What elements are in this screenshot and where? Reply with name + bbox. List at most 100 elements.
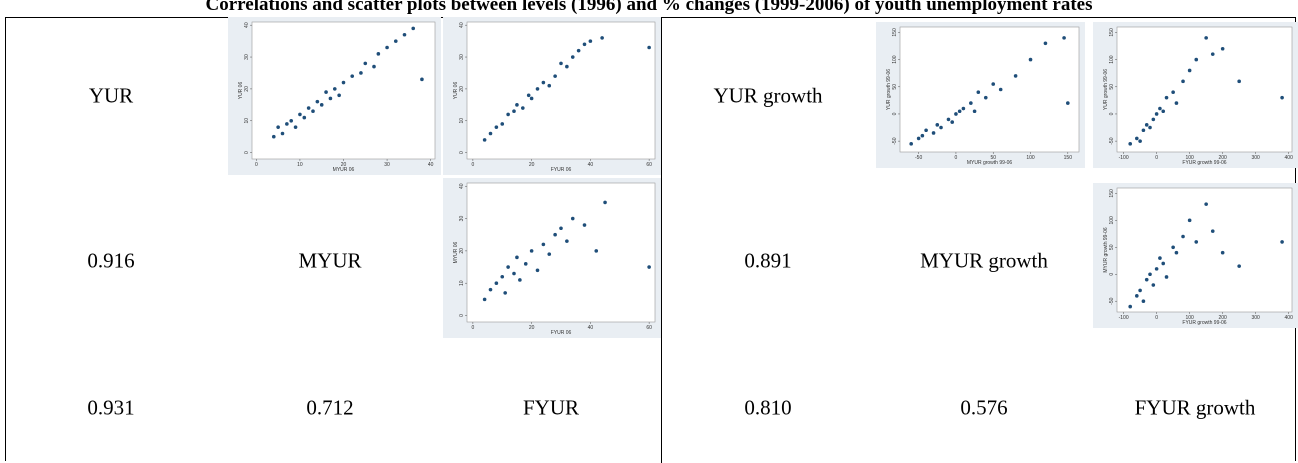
- scatter-point: [1062, 36, 1066, 40]
- scatter-point: [1148, 125, 1152, 130]
- scatter-point: [954, 112, 958, 116]
- scatter-point: [946, 117, 951, 122]
- x-tick-label: -50: [915, 155, 922, 161]
- scatter-point: [298, 112, 302, 117]
- scatter-point: [1280, 95, 1284, 100]
- scatter-point: [1154, 112, 1159, 116]
- scatter-point: [393, 39, 398, 43]
- scatter-point: [559, 226, 563, 231]
- scatter-point: [1161, 109, 1166, 114]
- scatter-point: [1194, 57, 1199, 62]
- scatter-point: [506, 112, 510, 117]
- y-tick-label: -50: [1109, 137, 1115, 144]
- y-tick-label: 0: [459, 314, 465, 317]
- x-tick-label: 20: [529, 162, 535, 168]
- y-axis-label: MYUR 06: [453, 241, 459, 263]
- scatter-point: [1220, 250, 1225, 255]
- scatter-point: [541, 242, 546, 247]
- scatter-plot: 0 20 40 60 0 10 20 30 40 FYUR 06 YUR 06: [443, 17, 661, 175]
- scatter-point: [570, 55, 575, 59]
- scatter-point: [1204, 36, 1208, 40]
- scatter-point: [376, 52, 381, 56]
- scatter-point: [1280, 240, 1284, 244]
- x-tick-label: 0: [471, 325, 474, 331]
- x-axis-label: MYUR growth 99-06: [967, 160, 1013, 166]
- x-tick-label: 0: [255, 162, 258, 168]
- x-tick-label: 50: [990, 155, 996, 161]
- scatter-point: [565, 64, 569, 69]
- scatter-point: [582, 223, 587, 227]
- scatter-point: [1066, 101, 1070, 105]
- scatter-point: [289, 118, 294, 123]
- scatter-point: [523, 262, 528, 266]
- scatter-point: [512, 271, 516, 276]
- scatter-point: [319, 103, 324, 107]
- x-axis-label: FYUR growth 99-06: [1182, 160, 1226, 166]
- y-axis-label: YUR growth 99-06: [1103, 69, 1109, 110]
- scatter-point: [372, 64, 376, 69]
- scatter-point: [332, 87, 337, 91]
- table-cell: 0.810: [744, 395, 792, 420]
- scatter-point: [1043, 41, 1048, 46]
- scatter-point: [565, 239, 569, 243]
- y-axis-label: YUR 06: [238, 82, 244, 100]
- plot-area: [1116, 26, 1293, 153]
- x-axis-label: FYUR 06: [551, 167, 572, 173]
- scatter-point: [515, 103, 519, 107]
- scatter-point: [1210, 229, 1215, 233]
- x-axis-label: MYUR 06: [333, 167, 355, 173]
- plot-area: [466, 182, 656, 323]
- scatter-point: [998, 87, 1003, 92]
- scatter-point: [1174, 250, 1179, 255]
- scatter-point: [1164, 95, 1169, 100]
- scatter-point: [324, 90, 328, 94]
- plot-area: [251, 21, 436, 160]
- scatter-point: [494, 281, 499, 286]
- y-tick-label: 150: [1109, 28, 1115, 37]
- scatter-point: [547, 252, 552, 256]
- scatter-point: [553, 232, 557, 237]
- scatter-point: [350, 74, 355, 78]
- scatter-point: [1013, 74, 1018, 78]
- scatter-point: [488, 287, 493, 292]
- table-cell: 0.891: [744, 248, 792, 273]
- y-tick-label: 0: [244, 151, 250, 154]
- scatter-point: [1187, 218, 1192, 223]
- x-tick-label: 200: [1218, 155, 1227, 161]
- scatter-point: [1138, 139, 1142, 143]
- y-tick-label: 150: [892, 28, 898, 37]
- scatter-point: [535, 87, 540, 91]
- scatter-point: [991, 82, 996, 86]
- scatter-point: [935, 123, 940, 127]
- scatter-point: [1237, 79, 1241, 84]
- scatter-point: [402, 32, 407, 37]
- x-axis-label: FYUR growth 99-06: [1182, 320, 1226, 326]
- scatter-point: [535, 268, 540, 273]
- x-tick-label: 300: [1252, 315, 1261, 321]
- scatter-point: [488, 131, 493, 136]
- scatter-point: [939, 125, 943, 130]
- scatter-point: [280, 131, 285, 136]
- scatter-point: [1141, 128, 1146, 133]
- scatter-point: [600, 36, 604, 40]
- scatter-point: [512, 109, 516, 114]
- scatter-point: [1135, 294, 1139, 298]
- table-cell: YUR: [88, 83, 134, 108]
- y-tick-label: 10: [459, 280, 465, 286]
- scatter-point: [411, 26, 416, 31]
- x-tick-label: 400: [1285, 315, 1294, 321]
- table-cell: 0.931: [87, 395, 135, 420]
- scatter-point: [526, 93, 531, 98]
- scatter-point: [1210, 52, 1215, 56]
- x-axis-label: FYUR 06: [551, 330, 572, 336]
- scatter-point: [570, 216, 575, 221]
- y-tick-label: 100: [892, 55, 898, 64]
- y-axis-label: YUR growth 99-06: [886, 69, 892, 110]
- y-tick-label: 50: [1109, 244, 1115, 250]
- x-tick-label: 40: [588, 162, 594, 168]
- scatter-point: [1220, 46, 1225, 51]
- x-tick-label: 0: [1155, 155, 1158, 161]
- x-tick-label: 10: [297, 162, 303, 168]
- x-tick-label: 30: [384, 162, 390, 168]
- scatter-point: [518, 278, 522, 282]
